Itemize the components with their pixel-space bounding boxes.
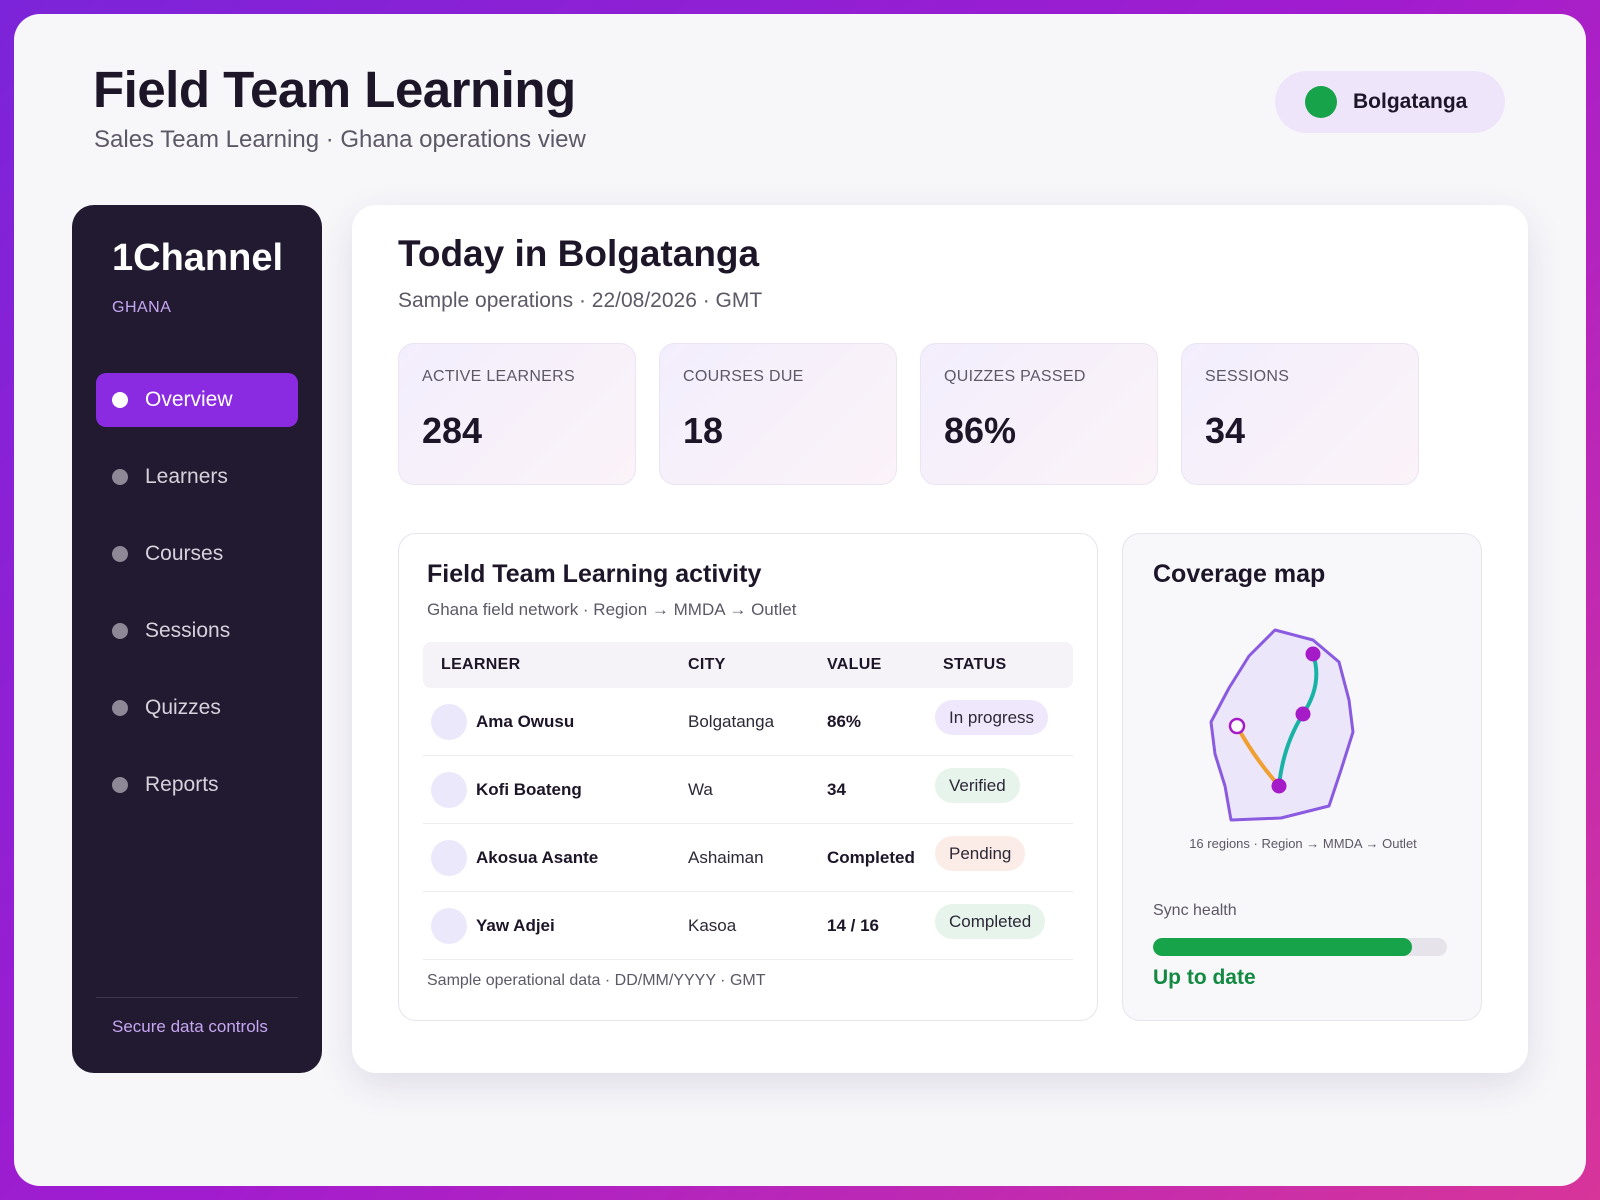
nav-dot-icon bbox=[112, 392, 128, 408]
map-node[interactable] bbox=[1305, 646, 1321, 662]
table-row[interactable]: Akosua Asante Ashaiman Completed Pending bbox=[423, 824, 1073, 892]
activity-title: Field Team Learning activity bbox=[427, 560, 762, 588]
column-header-value[interactable]: VALUE bbox=[827, 656, 882, 673]
sidebar-nav: Overview Learners Courses Sessions Quizz… bbox=[96, 373, 298, 835]
learner-value: Completed bbox=[827, 848, 915, 867]
learner-value: 14 / 16 bbox=[827, 916, 879, 935]
avatar bbox=[431, 772, 467, 808]
sidebar-item-label: Quizzes bbox=[145, 696, 221, 719]
status-badge: Completed bbox=[935, 904, 1046, 939]
avatar bbox=[431, 908, 467, 944]
sync-health-fill bbox=[1153, 938, 1412, 956]
map-node[interactable] bbox=[1295, 706, 1311, 722]
learner-name: Kofi Boateng bbox=[476, 780, 582, 799]
avatar bbox=[431, 840, 467, 876]
stat-card-active-learners: ACTIVE LEARNERS 284 bbox=[398, 343, 636, 485]
map-node-hollow[interactable] bbox=[1228, 717, 1246, 735]
sidebar-item-courses[interactable]: Courses bbox=[96, 527, 298, 581]
main-content: Today in Bolgatanga Sample operations · … bbox=[352, 205, 1528, 1073]
learner-value: 34 bbox=[827, 780, 846, 799]
coverage-panel: Coverage map 16 regions · Region → MMDA … bbox=[1122, 533, 1482, 1021]
stat-label: QUIZZES PASSED bbox=[944, 368, 1086, 385]
coverage-map[interactable] bbox=[1123, 534, 1483, 834]
column-header-learner[interactable]: LEARNER bbox=[441, 656, 521, 673]
column-header-city[interactable]: CITY bbox=[688, 656, 726, 673]
location-label: Bolgatanga bbox=[1353, 90, 1468, 113]
sidebar-item-label: Sessions bbox=[145, 619, 231, 642]
table-row[interactable]: Kofi Boateng Wa 34 Verified bbox=[423, 756, 1073, 824]
sidebar-item-reports[interactable]: Reports bbox=[96, 758, 298, 812]
stat-value: 18 bbox=[683, 410, 724, 451]
sidebar-item-overview[interactable]: Overview bbox=[96, 373, 298, 427]
location-status-dot-icon bbox=[1305, 86, 1337, 118]
brand-logo: 1Channel bbox=[112, 237, 284, 279]
app-frame: Field Team Learning Sales Team Learning … bbox=[14, 14, 1586, 1186]
stat-card-quizzes-passed: QUIZZES PASSED 86% bbox=[920, 343, 1158, 485]
stat-label: ACTIVE LEARNERS bbox=[422, 368, 575, 385]
nav-dot-icon bbox=[112, 700, 128, 716]
brand-region: GHANA bbox=[112, 299, 172, 316]
nav-dot-icon bbox=[112, 469, 128, 485]
learner-city: Bolgatanga bbox=[688, 712, 775, 731]
activity-subtitle: Ghana field network · Region → MMDA → Ou… bbox=[427, 600, 797, 619]
avatar bbox=[431, 704, 467, 740]
status-badge: Verified bbox=[935, 768, 1020, 803]
nav-dot-icon bbox=[112, 623, 128, 639]
sidebar-item-learners[interactable]: Learners bbox=[96, 450, 298, 504]
sidebar-item-label: Reports bbox=[145, 773, 219, 796]
sync-health-label: Sync health bbox=[1153, 902, 1237, 919]
table-footnote: Sample operational data · DD/MM/YYYY · G… bbox=[427, 972, 766, 989]
sidebar-item-label: Courses bbox=[145, 542, 224, 565]
stat-card-sessions: SESSIONS 34 bbox=[1181, 343, 1419, 485]
status-badge: In progress bbox=[935, 700, 1049, 735]
stat-value: 86% bbox=[944, 410, 1017, 451]
nav-dot-icon bbox=[112, 777, 128, 793]
sidebar-divider bbox=[96, 997, 298, 998]
table-header: LEARNER CITY VALUE STATUS bbox=[423, 642, 1073, 688]
sidebar-item-quizzes[interactable]: Quizzes bbox=[96, 681, 298, 735]
stat-card-courses-due: COURSES DUE 18 bbox=[659, 343, 897, 485]
sync-health-bar bbox=[1153, 938, 1447, 956]
learner-city: Wa bbox=[688, 780, 713, 799]
sync-status: Up to date bbox=[1153, 966, 1256, 989]
sidebar: 1Channel GHANA Overview Learners Courses… bbox=[72, 205, 322, 1073]
page-subtitle: Sales Team Learning · Ghana operations v… bbox=[94, 126, 586, 153]
sidebar-item-sessions[interactable]: Sessions bbox=[96, 604, 298, 658]
sidebar-item-label: Overview bbox=[145, 388, 233, 411]
main-title: Today in Bolgatanga bbox=[398, 233, 760, 274]
column-header-status[interactable]: STATUS bbox=[943, 656, 1007, 673]
learner-name: Ama Owusu bbox=[476, 712, 575, 731]
main-subtitle: Sample operations · 22/08/2026 · GMT bbox=[398, 289, 763, 312]
learner-city: Kasoa bbox=[688, 916, 737, 935]
map-node[interactable] bbox=[1271, 778, 1287, 794]
table-row[interactable]: Yaw Adjei Kasoa 14 / 16 Completed bbox=[423, 892, 1073, 960]
stat-label: COURSES DUE bbox=[683, 368, 804, 385]
learner-name: Yaw Adjei bbox=[476, 916, 555, 935]
activity-panel: Field Team Learning activity Ghana field… bbox=[398, 533, 1098, 1021]
stat-value: 34 bbox=[1205, 410, 1246, 451]
location-selector[interactable]: Bolgatanga bbox=[1275, 71, 1505, 133]
page-title: Field Team Learning bbox=[93, 61, 576, 118]
secure-data-controls-link[interactable]: Secure data controls bbox=[112, 1017, 268, 1036]
stat-label: SESSIONS bbox=[1205, 368, 1290, 385]
sidebar-item-label: Learners bbox=[145, 465, 228, 488]
stat-value: 284 bbox=[422, 410, 483, 451]
learner-value: 86% bbox=[827, 712, 862, 731]
learner-city: Ashaiman bbox=[688, 848, 764, 867]
nav-dot-icon bbox=[112, 546, 128, 562]
table-row[interactable]: Ama Owusu Bolgatanga 86% In progress bbox=[423, 688, 1073, 756]
status-badge: Pending bbox=[935, 836, 1026, 871]
coverage-title: Coverage map bbox=[1153, 560, 1326, 588]
map-caption: 16 regions · Region → MMDA → Outlet bbox=[1189, 836, 1417, 851]
learner-name: Akosua Asante bbox=[476, 848, 599, 867]
